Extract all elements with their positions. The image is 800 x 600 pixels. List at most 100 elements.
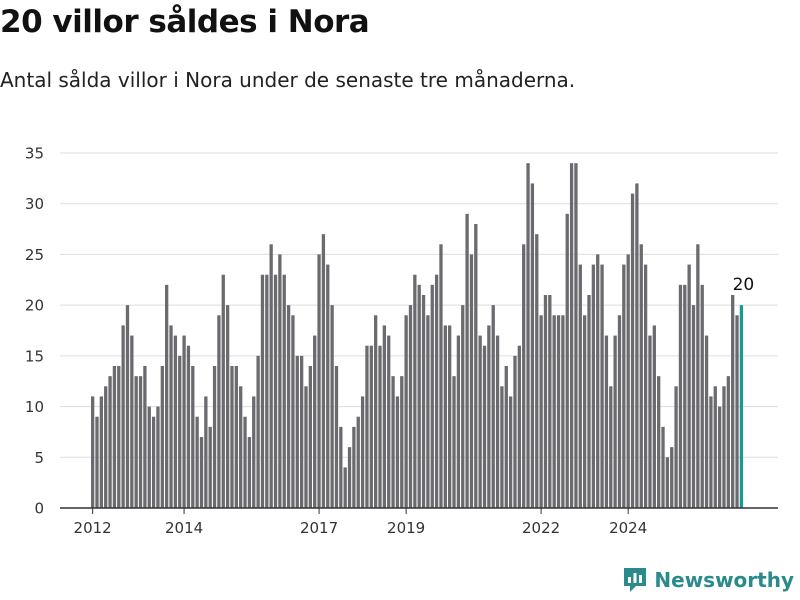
bar xyxy=(670,447,674,508)
bar xyxy=(421,295,426,508)
bar xyxy=(138,376,143,508)
bar xyxy=(273,274,278,508)
bar xyxy=(687,264,691,508)
bar xyxy=(356,416,360,508)
bar xyxy=(674,386,678,508)
bar xyxy=(217,315,221,508)
bar xyxy=(212,366,217,508)
bar xyxy=(208,426,212,508)
bar xyxy=(700,284,704,508)
bar xyxy=(635,183,639,508)
highlight-value-label: 20 xyxy=(733,275,755,295)
bar xyxy=(404,315,408,508)
y-tick-label: 20 xyxy=(25,297,44,315)
x-tick-label: 2014 xyxy=(165,519,203,537)
bar xyxy=(478,335,482,508)
bar xyxy=(648,335,652,508)
bar xyxy=(191,366,195,508)
bar xyxy=(535,234,539,508)
bar xyxy=(130,335,134,508)
bar xyxy=(543,295,548,508)
bar xyxy=(709,396,713,508)
bar xyxy=(513,355,517,508)
bar xyxy=(243,416,247,508)
bar xyxy=(382,325,387,508)
bar xyxy=(143,366,147,508)
y-tick-label: 25 xyxy=(25,246,44,264)
bar xyxy=(591,264,596,508)
bar xyxy=(448,325,452,508)
bar xyxy=(500,386,504,508)
page-title: 20 villor såldes i Nora xyxy=(0,4,370,40)
bar xyxy=(578,264,582,508)
bar xyxy=(517,345,521,508)
bar xyxy=(104,386,108,508)
bar xyxy=(495,335,500,508)
bar xyxy=(574,163,578,508)
bar xyxy=(583,315,587,508)
bar xyxy=(313,335,317,508)
bar xyxy=(556,315,561,508)
bar xyxy=(343,467,347,508)
bar xyxy=(395,396,400,508)
bar xyxy=(539,315,543,508)
bar xyxy=(173,335,178,508)
bar xyxy=(622,264,626,508)
bar xyxy=(326,264,330,508)
bar xyxy=(391,376,395,508)
bar xyxy=(643,264,648,508)
bar xyxy=(661,426,665,508)
bar xyxy=(195,416,199,508)
bar xyxy=(99,396,104,508)
bar xyxy=(617,315,622,508)
bar xyxy=(482,345,487,508)
bar xyxy=(604,335,609,508)
bar xyxy=(596,254,600,508)
bar xyxy=(387,335,391,508)
bar xyxy=(413,274,417,508)
x-tick-label: 2019 xyxy=(387,519,425,537)
bar xyxy=(657,376,661,508)
bar xyxy=(731,295,735,508)
bar-highlight xyxy=(739,305,744,508)
bar xyxy=(434,274,439,508)
bar xyxy=(491,305,495,508)
bar xyxy=(526,163,530,508)
bar xyxy=(722,386,726,508)
bar xyxy=(548,295,552,508)
bar xyxy=(108,376,112,508)
bar xyxy=(461,305,465,508)
bar xyxy=(600,264,604,508)
bar xyxy=(369,345,373,508)
y-tick-label: 0 xyxy=(34,500,44,518)
bar xyxy=(626,254,630,508)
bar xyxy=(299,355,304,508)
bar xyxy=(269,244,273,509)
bar xyxy=(234,366,238,508)
bar xyxy=(487,325,491,508)
y-tick-label: 35 xyxy=(25,145,44,163)
bar xyxy=(295,355,299,508)
bar xyxy=(530,183,535,508)
bar xyxy=(717,406,722,508)
bar xyxy=(95,416,99,508)
bar xyxy=(665,457,670,508)
bar xyxy=(439,244,443,509)
x-tick-label: 2012 xyxy=(74,519,112,537)
bar xyxy=(639,244,643,509)
bar xyxy=(522,244,526,509)
page-subtitle: Antal sålda villor i Nora under de senas… xyxy=(0,68,576,92)
bar xyxy=(186,345,191,508)
bar xyxy=(304,386,308,508)
bar xyxy=(117,366,121,508)
bar xyxy=(587,295,591,508)
bar xyxy=(252,396,256,508)
brand-name: Newsworthy xyxy=(654,568,794,592)
bar xyxy=(156,406,160,508)
bar xyxy=(230,366,234,508)
bars xyxy=(91,163,744,509)
bar xyxy=(125,305,130,508)
bar xyxy=(400,376,404,508)
bar xyxy=(347,447,352,508)
bar xyxy=(178,355,182,508)
